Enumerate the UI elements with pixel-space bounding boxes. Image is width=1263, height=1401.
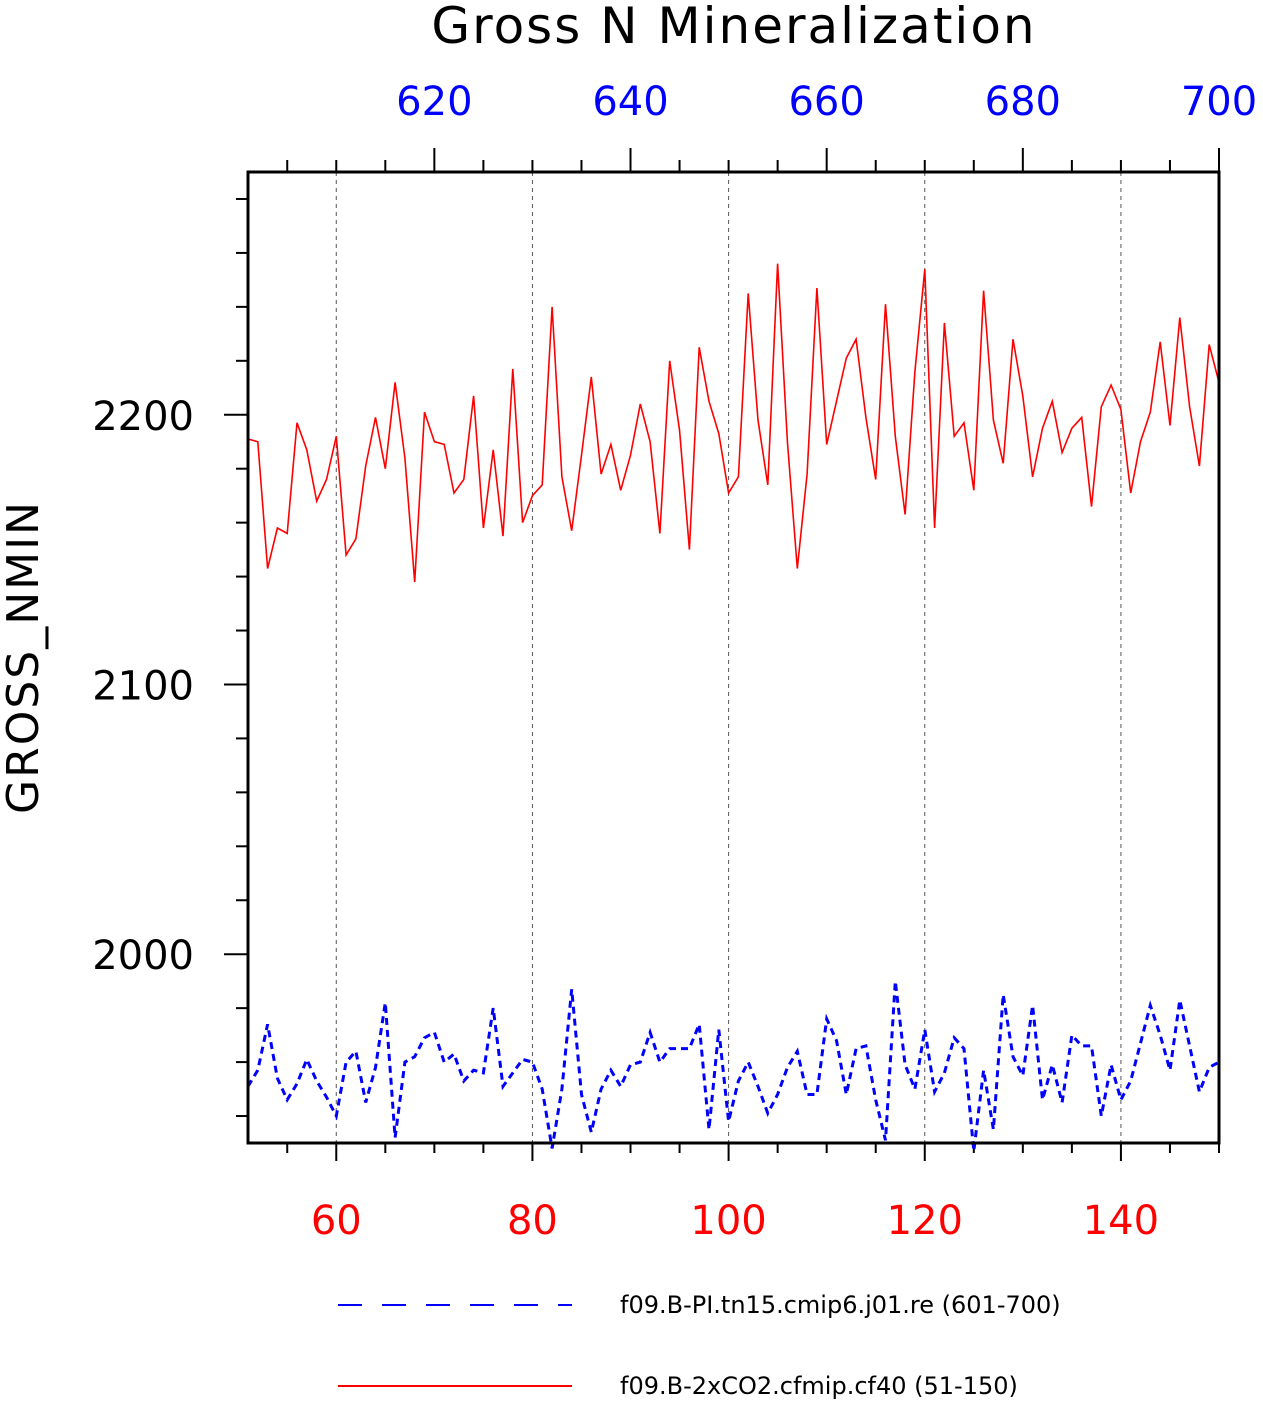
series-pi-line bbox=[246, 981, 1220, 1152]
top-tick-label: 660 bbox=[788, 79, 864, 125]
tick-labels: 60 80 100 120 140 620 640 660 680 700 2000 2100 2200 bbox=[92, 79, 1257, 1244]
chart-title: Gross N Mineralization bbox=[431, 0, 1036, 55]
axis-ticks bbox=[224, 148, 1220, 1161]
y-tick-label: 2100 bbox=[92, 663, 194, 709]
top-tick-label: 700 bbox=[1181, 79, 1257, 125]
bottom-tick-label: 120 bbox=[887, 1198, 963, 1244]
legend: f09.B-PI.tn15.cmip6.j01.re (601-700) f09… bbox=[338, 1291, 1061, 1400]
bottom-tick-label: 100 bbox=[690, 1198, 766, 1244]
plot-frame bbox=[246, 170, 1221, 1145]
bottom-tick-label: 60 bbox=[311, 1198, 362, 1244]
bottom-tick-label: 80 bbox=[507, 1198, 558, 1244]
series-2xco2-line bbox=[247, 263, 1220, 583]
y-tick-label: 2000 bbox=[92, 933, 194, 979]
grid-lines bbox=[335, 172, 1122, 1143]
y-axis-label: GROSS_NMIN bbox=[0, 500, 49, 814]
top-tick-label: 680 bbox=[985, 79, 1061, 125]
top-tick-label: 640 bbox=[592, 79, 668, 125]
bottom-tick-label: 140 bbox=[1083, 1198, 1159, 1244]
y-tick-label: 2200 bbox=[92, 394, 194, 440]
series-layer bbox=[246, 263, 1220, 1152]
top-tick-label: 620 bbox=[396, 79, 472, 125]
legend-label-pi: f09.B-PI.tn15.cmip6.j01.re (601-700) bbox=[620, 1291, 1061, 1319]
legend-label-2xco2: f09.B-2xCO2.cfmip.cf40 (51-150) bbox=[620, 1372, 1018, 1400]
